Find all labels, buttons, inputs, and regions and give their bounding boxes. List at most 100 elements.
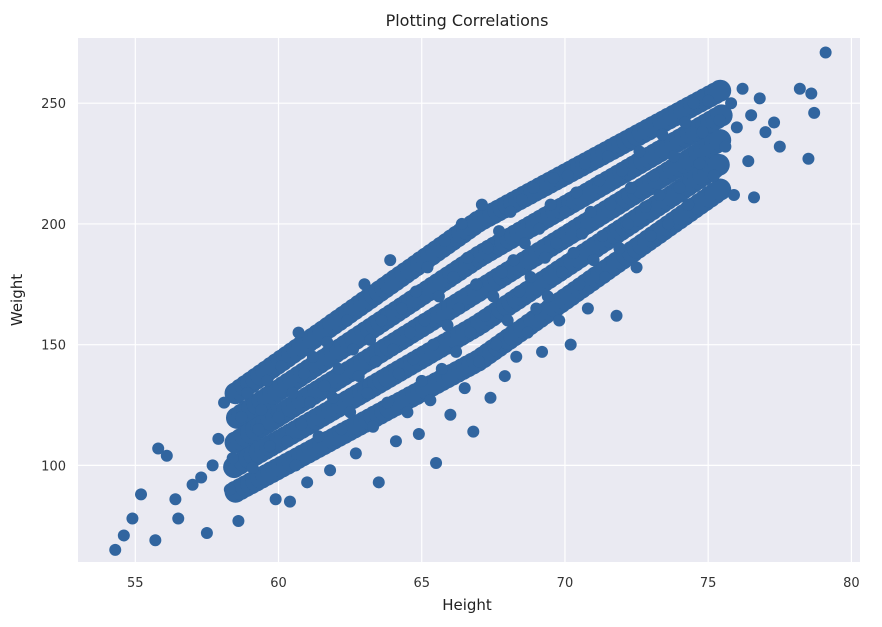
data-point [662, 217, 675, 230]
chart-title: Plotting Correlations [386, 11, 549, 30]
data-point [504, 205, 517, 218]
data-point [498, 370, 511, 383]
data-point [401, 406, 414, 419]
data-point [218, 396, 231, 409]
data-point [461, 251, 474, 264]
data-point [452, 302, 465, 315]
data-point [346, 343, 359, 356]
data-point [126, 512, 139, 525]
data-point [584, 205, 597, 218]
data-point [467, 425, 480, 438]
data-point [381, 396, 394, 409]
data-point [536, 345, 549, 358]
data-point [441, 319, 454, 332]
data-point [272, 411, 285, 424]
data-points [109, 46, 832, 556]
data-point [478, 309, 491, 322]
data-point [412, 428, 425, 441]
data-point [384, 254, 397, 267]
data-point [444, 408, 457, 421]
data-point [438, 234, 451, 247]
data-point [395, 302, 408, 315]
data-point [510, 350, 523, 363]
data-point [768, 116, 781, 129]
data-point [808, 106, 821, 119]
data-point [117, 529, 130, 542]
data-point [152, 442, 165, 455]
data-point [507, 254, 520, 267]
data-point [410, 285, 423, 298]
data-point [415, 374, 428, 387]
data-point [447, 271, 460, 284]
data-point [389, 435, 402, 448]
x-tick-label: 60 [270, 576, 287, 591]
data-point [195, 471, 208, 484]
data-point [275, 360, 288, 373]
data-point [742, 155, 755, 168]
data-point [387, 343, 400, 356]
data-point [802, 152, 815, 165]
data-point [759, 126, 772, 139]
data-point [392, 367, 405, 380]
data-point [269, 493, 282, 506]
y-tick-labels: 100 150 200 250 [41, 97, 66, 474]
data-point [527, 181, 540, 194]
data-point [599, 271, 612, 284]
data-point [226, 452, 239, 465]
data-point [369, 355, 382, 368]
data-point [470, 278, 483, 291]
data-point [435, 362, 448, 375]
data-point [693, 157, 706, 170]
data-point [349, 447, 362, 460]
data-point [375, 314, 388, 327]
data-point [610, 309, 623, 322]
data-point [639, 201, 652, 214]
data-point [567, 246, 580, 259]
data-point [475, 198, 488, 211]
data-point [745, 109, 758, 122]
data-point [212, 432, 225, 445]
data-point [341, 314, 354, 327]
data-point [530, 302, 543, 315]
data-point [321, 336, 334, 349]
data-point [318, 379, 331, 392]
data-point [587, 254, 600, 267]
x-tick-label: 70 [557, 576, 574, 591]
data-point [564, 338, 577, 351]
data-point [679, 116, 692, 129]
data-point [601, 150, 614, 163]
data-point [464, 326, 477, 339]
data-point [624, 181, 637, 194]
data-point [186, 478, 199, 491]
data-point [687, 97, 700, 110]
data-point [246, 461, 259, 474]
data-point [298, 367, 311, 380]
data-point [533, 222, 546, 235]
data-point [372, 476, 385, 489]
data-point [335, 423, 348, 436]
data-point [149, 534, 162, 547]
data-point [819, 46, 832, 59]
data-point [630, 261, 643, 274]
y-tick-label: 200 [41, 218, 66, 233]
data-point [427, 338, 440, 351]
y-axis-label: Weight [8, 274, 26, 326]
data-point [727, 188, 740, 201]
data-point [644, 230, 657, 243]
data-point [487, 290, 500, 303]
data-point [367, 420, 380, 433]
data-point [581, 302, 594, 315]
y-tick-label: 150 [41, 339, 66, 354]
data-point [748, 191, 761, 204]
x-axis-label: Height [442, 596, 492, 614]
data-point [653, 188, 666, 201]
data-point [518, 237, 531, 250]
data-point [261, 374, 274, 387]
data-point [579, 157, 592, 170]
data-point [450, 345, 463, 358]
data-point [596, 230, 609, 243]
data-point [513, 285, 526, 298]
data-point [719, 140, 732, 153]
data-point [753, 92, 766, 105]
data-point [255, 403, 268, 416]
